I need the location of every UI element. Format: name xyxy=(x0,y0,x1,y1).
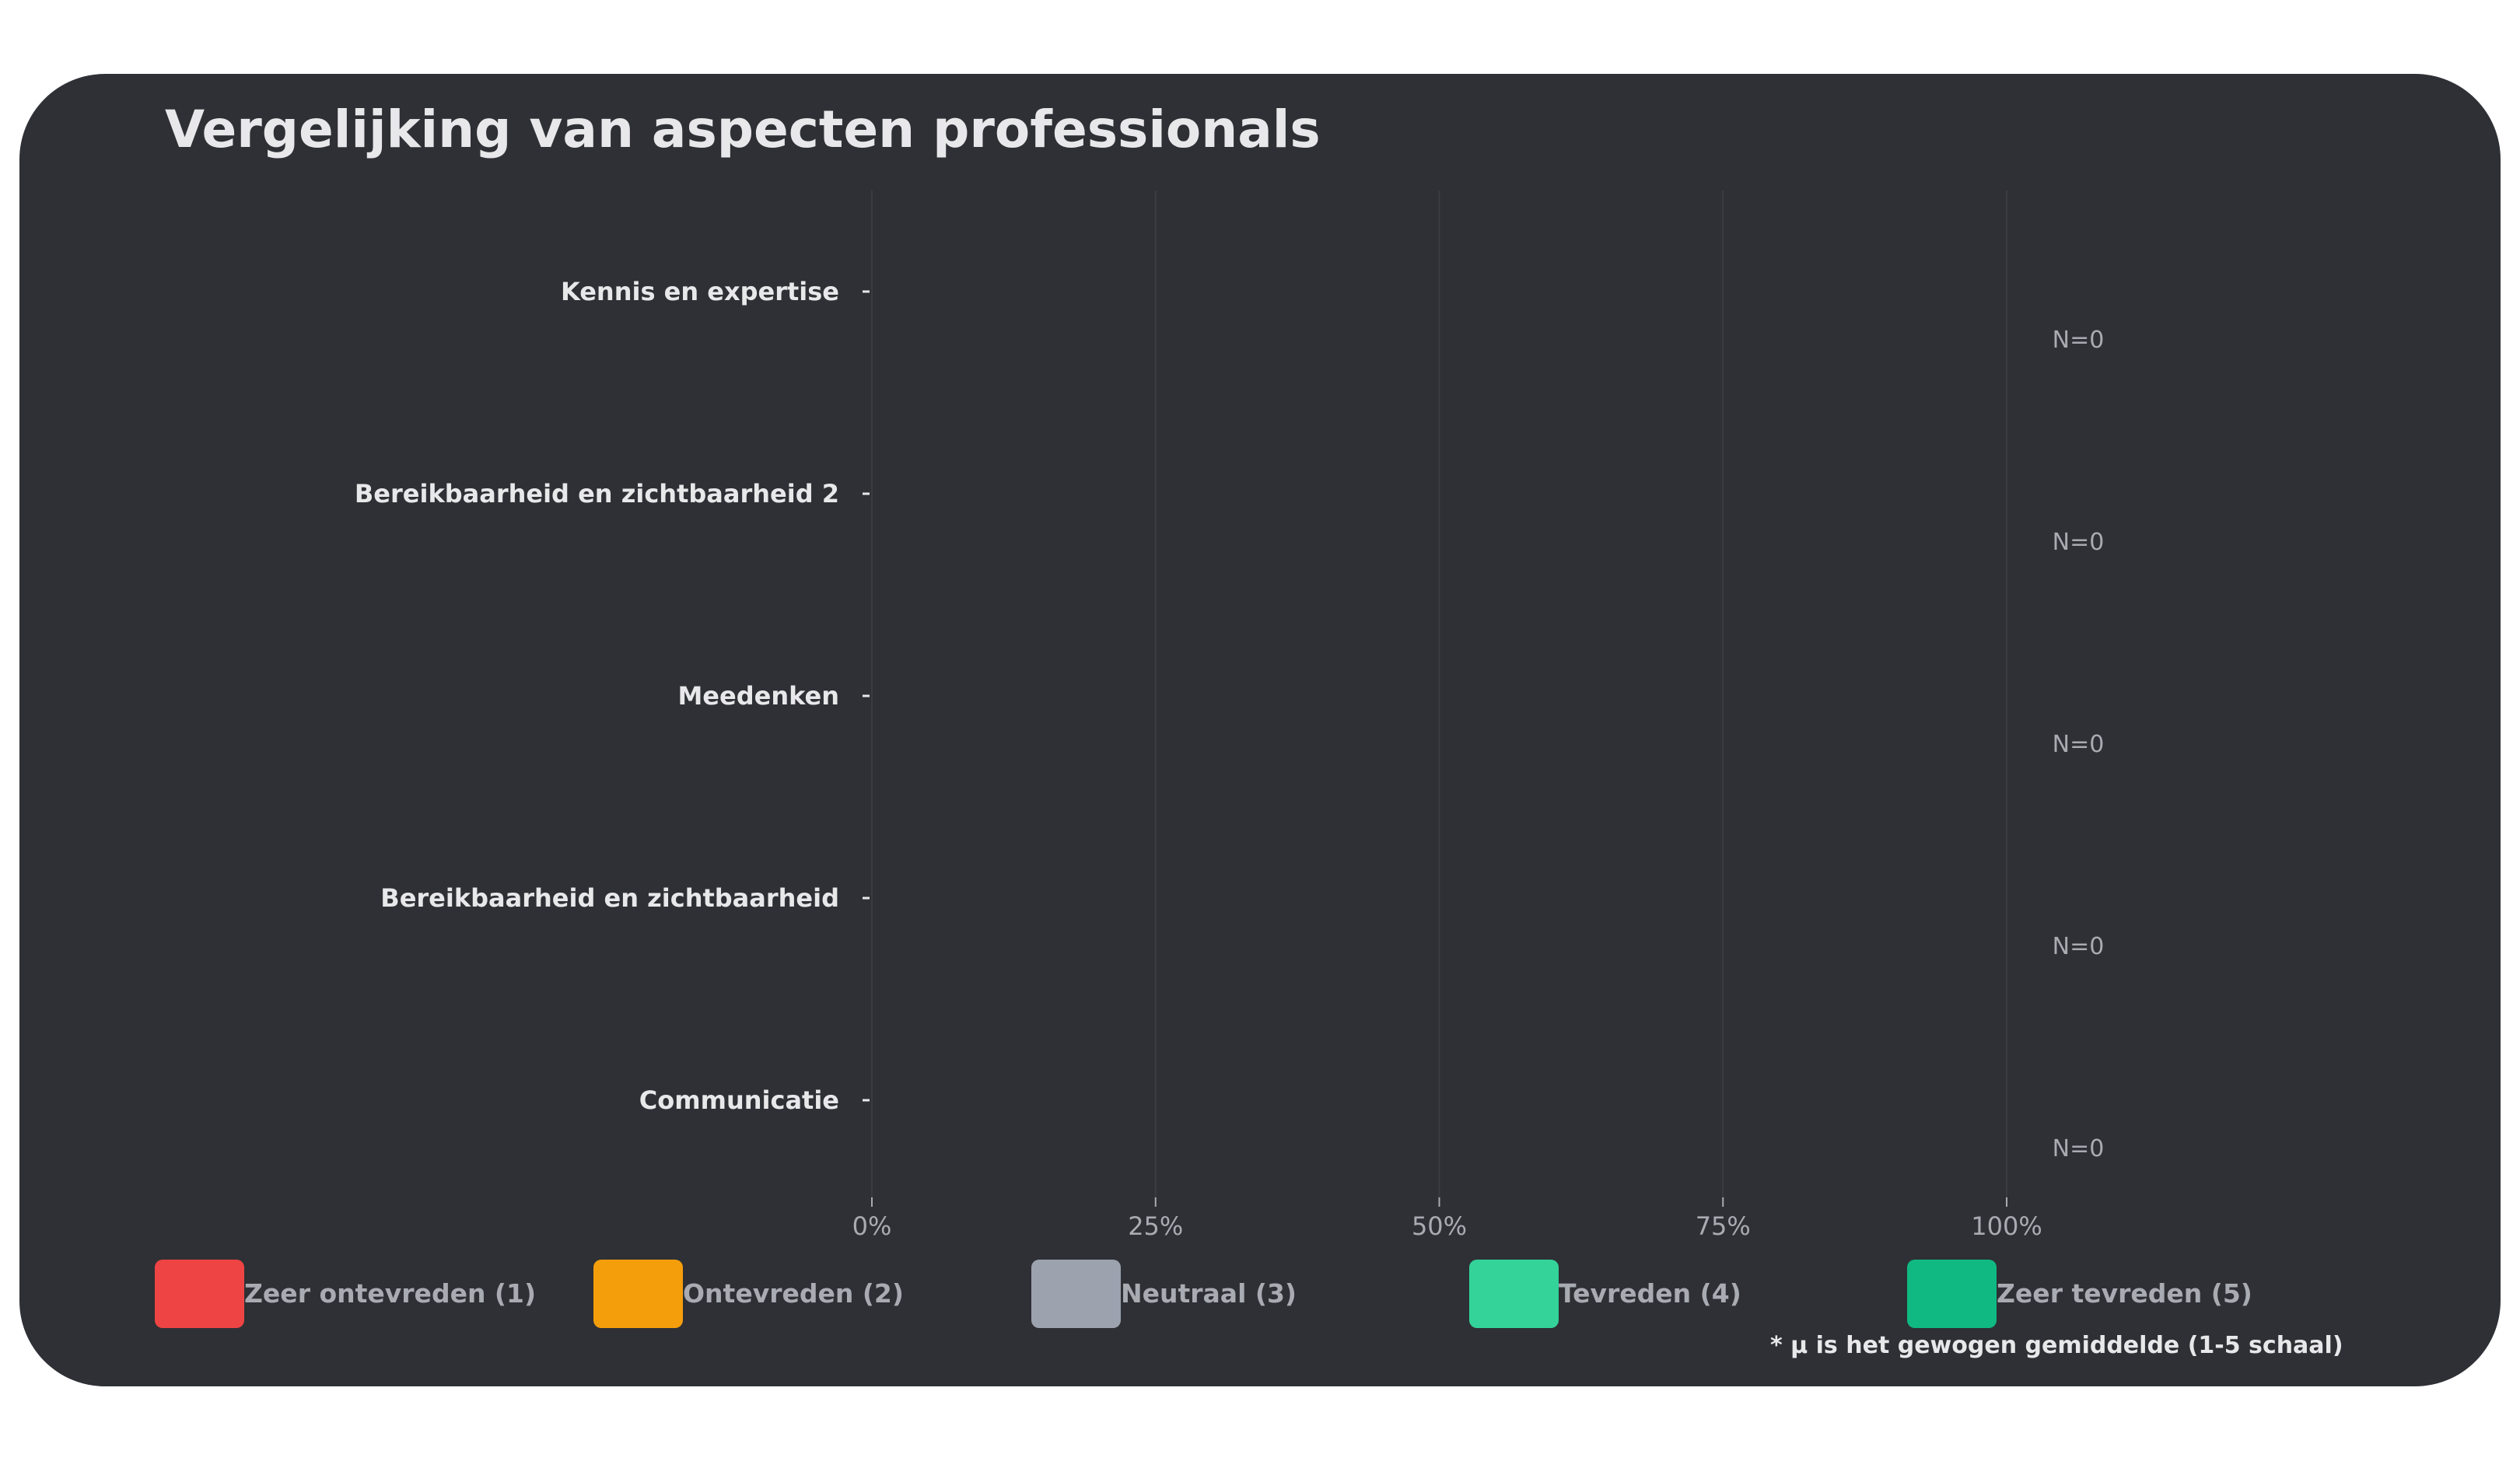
x-tick-label: 25% xyxy=(1128,1211,1183,1241)
x-tick-label: 100% xyxy=(1971,1211,2042,1241)
category-label: Meedenken xyxy=(677,681,839,711)
x-tick-label: 75% xyxy=(1696,1211,1751,1241)
footnote: * μ is het gewogen gemiddelde (1-5 schaa… xyxy=(1770,1332,2343,1359)
n-count-label: N=0 xyxy=(2053,731,2105,758)
legend-label: Zeer ontevreden (1) xyxy=(244,1278,537,1309)
legend-swatch xyxy=(1469,1260,1559,1328)
legend-swatch xyxy=(1907,1260,1997,1328)
chart-title: Vergelijking van aspecten professionals xyxy=(165,100,1321,159)
legend-label: Ontevreden (2) xyxy=(683,1278,904,1309)
n-count-label: N=0 xyxy=(2053,1135,2105,1162)
legend-swatch xyxy=(155,1260,244,1328)
x-tick-label: 50% xyxy=(1412,1211,1467,1241)
legend-label: Zeer tevreden (5) xyxy=(1997,1278,2252,1309)
category-label: Kennis en expertise xyxy=(561,277,839,306)
category-label: Bereikbaarheid en zichtbaarheid 2 xyxy=(355,479,839,509)
legend-swatch xyxy=(1031,1260,1121,1328)
n-count-label: N=0 xyxy=(2053,327,2105,354)
chart-card xyxy=(19,74,2501,1386)
x-tick-label: 0% xyxy=(852,1211,892,1241)
legend-label: Tevreden (4) xyxy=(1559,1278,1741,1309)
n-count-label: N=0 xyxy=(2053,933,2105,960)
category-label: Bereikbaarheid en zichtbaarheid xyxy=(380,883,839,913)
legend-label: Neutraal (3) xyxy=(1121,1278,1297,1309)
category-label: Communicatie xyxy=(639,1085,839,1115)
legend-swatch xyxy=(593,1260,683,1328)
n-count-label: N=0 xyxy=(2053,529,2105,556)
